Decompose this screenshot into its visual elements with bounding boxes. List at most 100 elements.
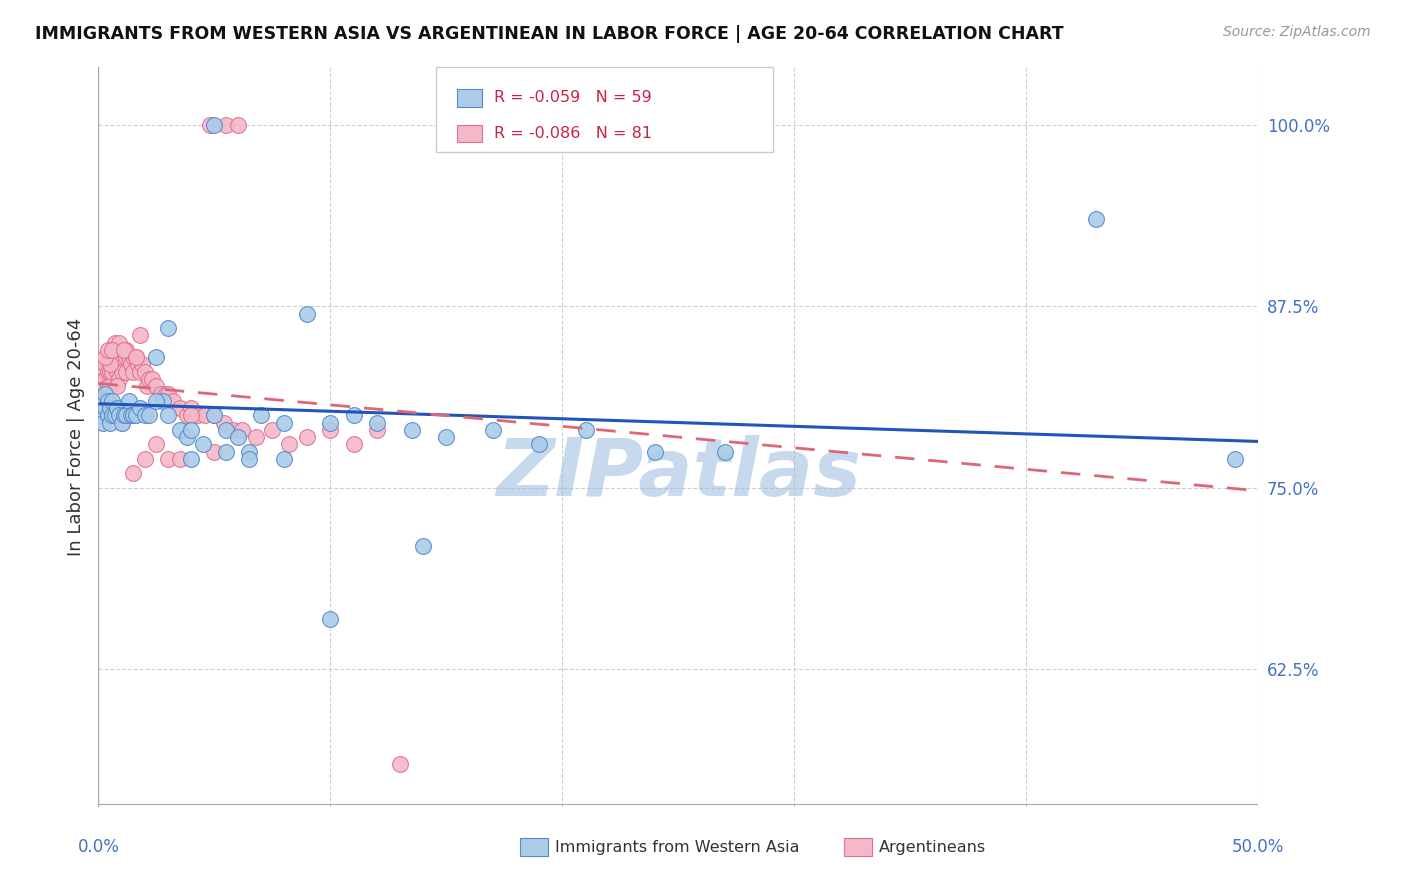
Point <box>204 444 226 458</box>
Point <box>145 350 167 364</box>
Point <box>277 437 299 451</box>
Point <box>366 423 388 437</box>
Text: 50.0%: 50.0% <box>1232 838 1285 856</box>
Point <box>122 409 145 423</box>
Point <box>273 451 295 466</box>
Point <box>481 423 505 437</box>
Point <box>97 365 120 379</box>
Point <box>98 365 121 379</box>
Point <box>250 409 273 423</box>
Point <box>90 409 112 423</box>
Point <box>94 386 117 401</box>
Point <box>134 365 156 379</box>
Point <box>98 401 121 415</box>
Point <box>94 358 117 372</box>
Point <box>176 409 198 423</box>
Point <box>180 401 202 415</box>
Point <box>222 423 245 437</box>
Point <box>94 350 117 364</box>
Point <box>155 386 177 401</box>
Point <box>108 372 131 386</box>
Point <box>112 343 135 357</box>
Text: R = -0.059   N = 59: R = -0.059 N = 59 <box>494 90 651 105</box>
Point <box>101 365 124 379</box>
Point <box>129 328 152 343</box>
Text: ZIPatlas: ZIPatlas <box>496 435 860 513</box>
Point <box>104 409 127 423</box>
Point <box>98 358 121 372</box>
Point <box>94 386 117 401</box>
Point <box>101 409 124 423</box>
Point <box>212 416 235 430</box>
Point <box>169 423 191 437</box>
Point <box>162 393 184 408</box>
Text: 0.0%: 0.0% <box>77 838 120 856</box>
Point <box>97 343 120 357</box>
Point <box>157 386 180 401</box>
Point <box>714 444 737 458</box>
Point <box>94 401 117 415</box>
Point <box>529 437 551 451</box>
Point <box>187 409 209 423</box>
Point <box>90 379 112 393</box>
Point <box>169 401 191 415</box>
Point <box>194 409 217 423</box>
Point <box>297 430 319 444</box>
Point <box>105 350 128 364</box>
Point <box>169 451 191 466</box>
Point <box>91 379 114 393</box>
Point <box>180 409 202 423</box>
Point <box>157 321 180 335</box>
Point <box>115 365 138 379</box>
Point <box>145 379 167 393</box>
Point <box>319 416 342 430</box>
Point <box>191 437 214 451</box>
Text: Source: ZipAtlas.com: Source: ZipAtlas.com <box>1223 25 1371 39</box>
Point <box>157 451 180 466</box>
Point <box>97 409 120 423</box>
Point <box>90 393 112 408</box>
Point <box>97 379 120 393</box>
Point <box>176 430 198 444</box>
Point <box>101 350 124 364</box>
Point <box>131 358 153 372</box>
Point <box>238 444 260 458</box>
Point <box>129 365 152 379</box>
Point <box>145 437 167 451</box>
Point <box>574 423 596 437</box>
Point <box>401 423 423 437</box>
Point <box>198 118 221 132</box>
Point <box>245 430 267 444</box>
Point <box>150 386 173 401</box>
Point <box>104 358 127 372</box>
Point <box>98 350 121 364</box>
Text: IMMIGRANTS FROM WESTERN ASIA VS ARGENTINEAN IN LABOR FORCE | AGE 20-64 CORRELATI: IMMIGRANTS FROM WESTERN ASIA VS ARGENTIN… <box>35 25 1064 43</box>
Point <box>108 335 131 350</box>
Point <box>111 365 132 379</box>
Point <box>134 409 156 423</box>
Point <box>226 118 249 132</box>
Point <box>105 365 128 379</box>
Point <box>122 365 145 379</box>
Point <box>204 409 226 423</box>
Text: R = -0.086   N = 81: R = -0.086 N = 81 <box>494 126 651 141</box>
Point <box>122 467 145 481</box>
Point <box>104 335 127 350</box>
Point <box>94 372 117 386</box>
Point <box>231 423 253 437</box>
Point <box>180 451 202 466</box>
Point <box>115 409 138 423</box>
Point <box>215 118 238 132</box>
Point <box>124 350 146 364</box>
Point <box>101 393 124 408</box>
Point <box>644 444 666 458</box>
Point <box>136 379 159 393</box>
Point <box>157 409 180 423</box>
Point <box>412 539 434 553</box>
Point <box>124 350 146 364</box>
Point <box>138 409 160 423</box>
Point <box>101 343 124 357</box>
Point <box>152 393 174 408</box>
Point <box>105 401 128 415</box>
Point <box>134 451 156 466</box>
